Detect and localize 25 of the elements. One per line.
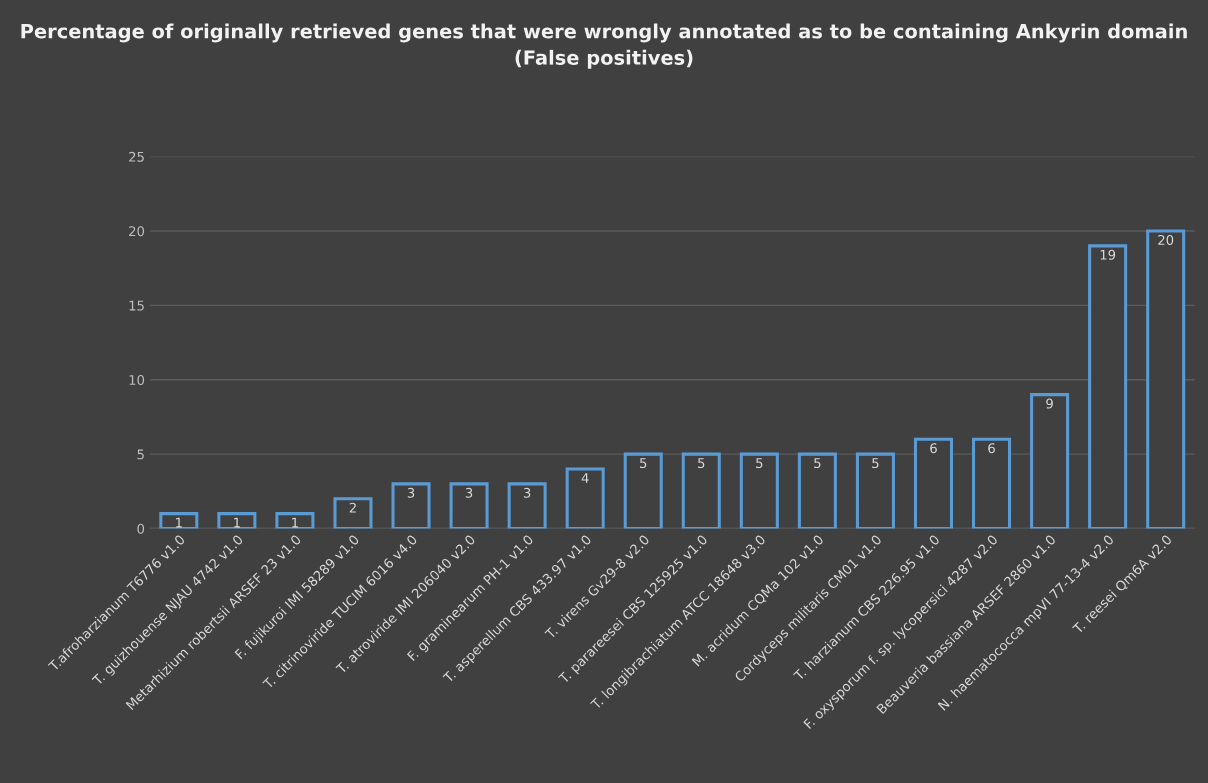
y-tick-label: 10 [129, 374, 145, 385]
data-label: 3 [523, 487, 531, 498]
data-label: 6 [930, 443, 937, 454]
y-tick-label: 5 [137, 449, 144, 460]
data-label: 6 [988, 443, 995, 454]
y-tick-label: 15 [129, 300, 144, 311]
data-label: 1 [234, 517, 240, 528]
y-tick-label: 25 [129, 151, 144, 162]
data-label: 5 [814, 458, 821, 469]
chart-title: Percentage of originally retrieved genes that were wrongly annotated as to be containing Ankyrin domain (False positives) [21, 23, 1187, 69]
data-label: 4 [581, 473, 589, 483]
data-label: 1 [292, 517, 298, 528]
data-label: 5 [872, 458, 879, 469]
data-label: 1 [176, 517, 182, 528]
data-label: 2 [349, 502, 356, 513]
y-tick-label: 0 [137, 523, 145, 534]
data-label: 5 [698, 458, 705, 469]
data-label: 19 [1100, 249, 1116, 260]
data-label: 3 [465, 487, 473, 498]
data-label: 5 [756, 458, 763, 469]
data-label: 20 [1158, 234, 1174, 245]
data-label: 5 [640, 458, 647, 469]
data-label: 3 [407, 487, 415, 498]
y-tick-label: 20 [129, 226, 145, 237]
data-label: 9 [1046, 398, 1053, 409]
